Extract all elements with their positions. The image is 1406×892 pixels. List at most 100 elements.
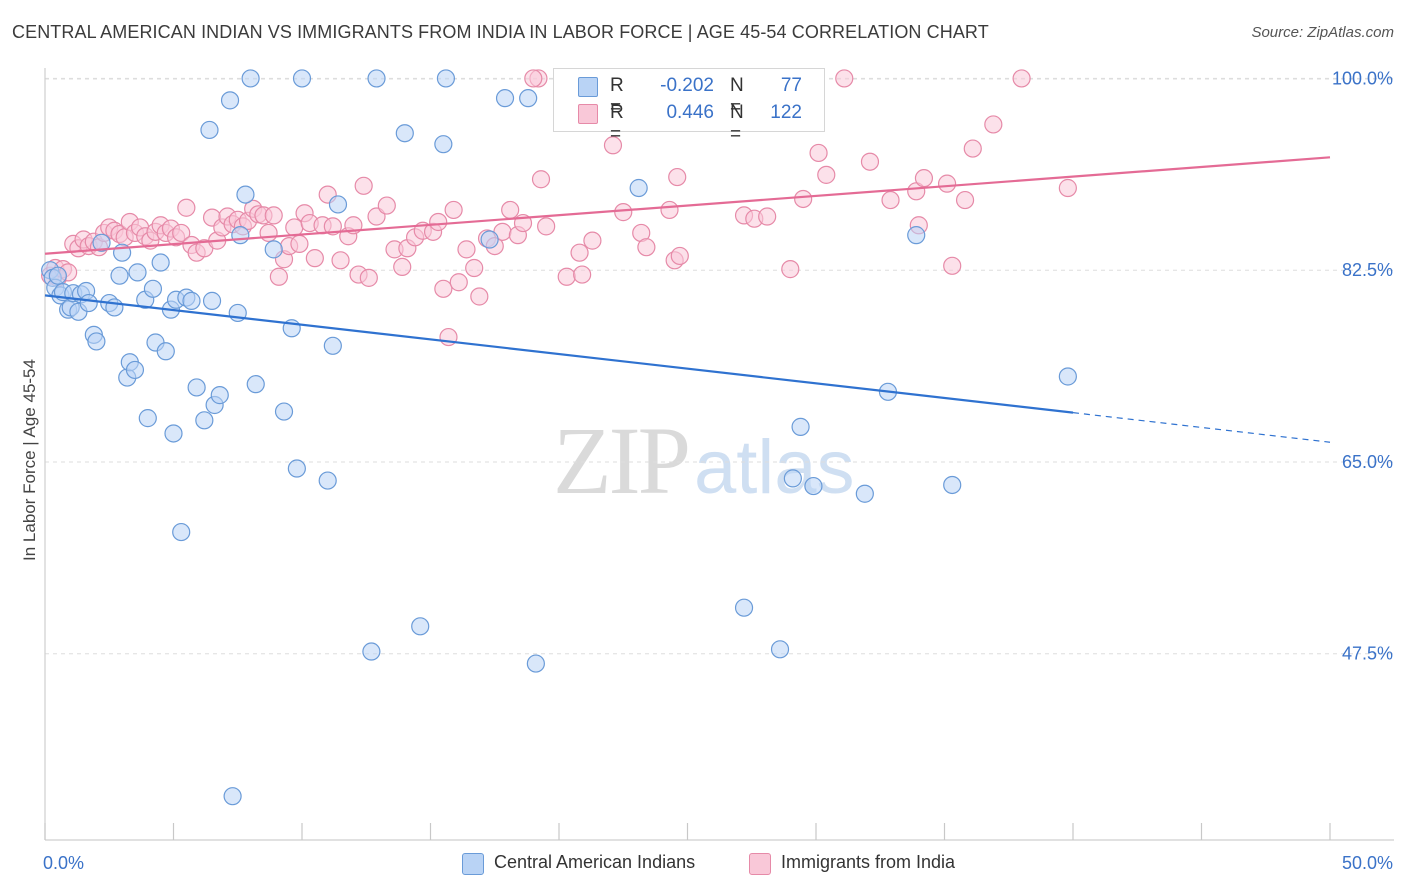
data-point-central-american [223, 787, 242, 806]
data-point-central-american [246, 375, 265, 394]
data-point-central-american [362, 642, 381, 661]
data-point-central-american [172, 522, 191, 542]
data-point-central-american [318, 471, 337, 490]
data-point-india [781, 260, 800, 279]
data-point-central-american [395, 124, 414, 143]
data-point-central-american [236, 185, 255, 204]
data-point-india [670, 246, 689, 266]
data-point-central-american [480, 230, 499, 249]
data-point-india [984, 115, 1003, 134]
data-point-central-american [138, 409, 157, 428]
data-point-india [444, 200, 463, 220]
data-point-india [860, 152, 880, 171]
data-point-india [573, 265, 592, 284]
axes [44, 68, 1394, 841]
data-point-india [881, 190, 900, 210]
data-point-central-american [519, 89, 538, 108]
data-point-india [603, 136, 623, 155]
data-point-india [668, 167, 687, 187]
data-point-central-american [210, 386, 229, 405]
data-point-central-american [770, 640, 790, 659]
data-point-india [501, 200, 520, 220]
data-point-central-american [274, 402, 294, 421]
data-point-central-american [434, 135, 453, 154]
data-point-central-american [202, 291, 222, 310]
data-point-central-american [411, 617, 430, 636]
data-point-central-american [164, 424, 183, 443]
data-point-india [393, 257, 412, 277]
legend-n-value: 122 [770, 102, 802, 123]
legend-n-value: 77 [780, 75, 802, 96]
data-point-india [531, 170, 551, 189]
stats-legend: R = -0.202 N = 77 R = 0.446 N = 122 [553, 68, 825, 145]
data-point-central-american [110, 266, 129, 285]
legend-r-label: R = [610, 102, 624, 145]
data-point-central-american [48, 266, 67, 285]
y-tick-label: 65.0% [1342, 452, 1393, 472]
data-point-india [537, 217, 556, 236]
source-label: Source: ZipAtlas.com [1251, 24, 1394, 41]
trend-line-central-american [44, 294, 1074, 414]
trend-line-central-american-extrapolated [1072, 412, 1331, 443]
legend-n-label: N = [730, 102, 744, 145]
trend-line-india [44, 156, 1331, 255]
data-point-india [354, 176, 373, 195]
data-point-india [937, 174, 957, 193]
data-point-central-american [323, 336, 342, 355]
data-point-central-american [264, 240, 283, 259]
data-point-india [758, 207, 777, 226]
data-point-central-american [804, 476, 823, 496]
data-point-india [963, 139, 982, 158]
data-point-india [637, 238, 656, 257]
legend-swatch-pink [749, 853, 771, 875]
data-point-central-american [92, 233, 111, 252]
data-point-india [794, 189, 813, 209]
data-point-central-american [734, 598, 754, 617]
data-point-india [359, 268, 378, 287]
data-point-india [457, 240, 476, 259]
data-point-india [1012, 69, 1031, 88]
data-point-central-american [241, 69, 260, 88]
legend-swatch-blue [462, 853, 484, 875]
data-point-central-american [151, 253, 170, 272]
data-point-central-american [495, 89, 515, 108]
data-point-india [583, 231, 602, 250]
data-point-central-american [231, 226, 250, 245]
data-point-india [809, 143, 828, 163]
data-point-india [1058, 178, 1077, 198]
data-point-central-american [125, 360, 145, 380]
x-tick-label-min: 0.0% [43, 853, 84, 873]
data-point-india [465, 258, 484, 278]
data-point-india [177, 198, 196, 217]
data-point-india [524, 69, 543, 88]
x-tick-label-max: 50.0% [1342, 853, 1393, 873]
data-point-central-american [1058, 367, 1077, 386]
data-point-central-american [156, 342, 175, 361]
data-point-india [557, 267, 576, 286]
data-point-india [434, 279, 453, 298]
data-point-india [943, 256, 962, 275]
grid-lines [45, 77, 1394, 655]
data-point-india [305, 249, 324, 268]
data-point-india [614, 203, 633, 222]
y-axis-label: In Labor Force | Age 45-54 [20, 359, 39, 561]
data-point-india [955, 190, 975, 210]
data-point-central-american [907, 226, 926, 245]
legend-label: Central American Indians [494, 852, 696, 872]
data-point-india [377, 196, 396, 215]
data-point-central-american [791, 417, 810, 436]
data-point-india [817, 165, 836, 184]
y-tick-label: 100.0% [1332, 68, 1393, 88]
legend-r-value: -0.202 [660, 75, 714, 96]
data-point-central-american [287, 459, 306, 478]
data-point-central-american [783, 469, 802, 488]
data-point-central-american [526, 654, 545, 673]
data-point-india [660, 200, 679, 220]
data-point-central-american [328, 195, 348, 214]
data-point-india [570, 243, 589, 262]
data-point-central-american [220, 91, 240, 110]
data-point-india [323, 217, 342, 236]
trend-lines [44, 156, 1331, 443]
data-point-india [269, 267, 288, 286]
